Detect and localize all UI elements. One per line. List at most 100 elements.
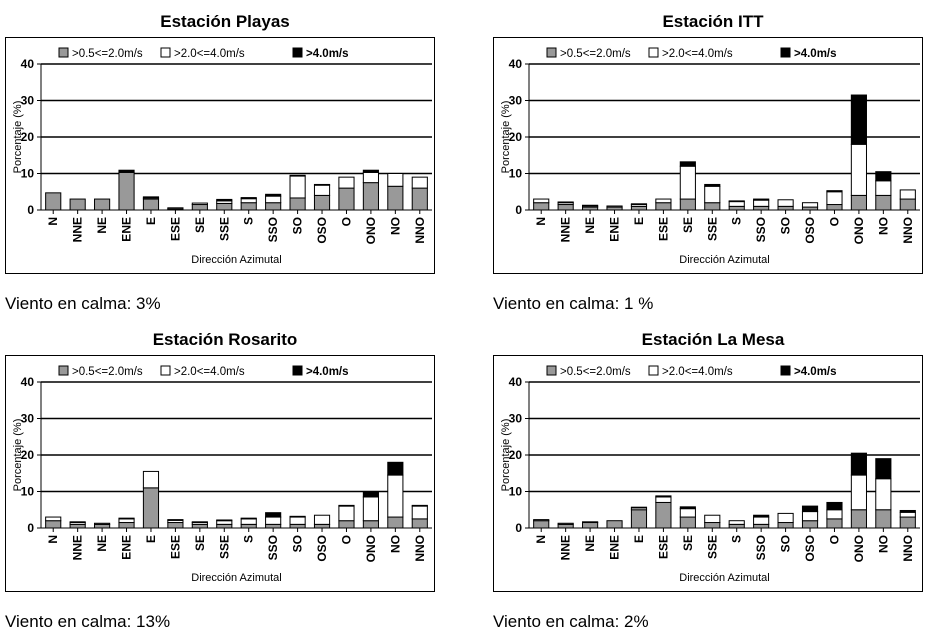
bar-segment	[45, 516, 62, 522]
bar-segment	[899, 516, 916, 529]
x-tick-label: SO	[291, 535, 305, 552]
y-axis-label: Porcentaje (%)	[500, 101, 512, 174]
x-axis-label: Dirección Azimutal	[191, 254, 281, 266]
bar-segment	[582, 522, 599, 529]
bar-segment	[850, 143, 867, 196]
bar-segment	[753, 205, 770, 211]
x-tick-label: OSO	[315, 535, 329, 562]
legend-label: >2.0<=4.0m/s	[662, 48, 733, 60]
x-axis-label: Dirección Azimutal	[679, 254, 769, 266]
calm-wind-text: Viento en calma: 2%	[493, 612, 649, 631]
legend-swatch	[780, 47, 791, 58]
bar-segment	[94, 198, 111, 211]
bar-segment	[142, 487, 160, 529]
bar-segment	[69, 198, 86, 211]
bar-segment	[728, 201, 745, 207]
bar-segment	[679, 161, 696, 167]
bar-segment	[118, 169, 135, 173]
bar-segment	[899, 509, 916, 513]
bar-segment	[630, 509, 648, 529]
bar-segment	[801, 520, 819, 529]
y-tick-label: 20	[509, 448, 523, 462]
bar-segment	[362, 182, 379, 211]
x-tick-label: ESE	[656, 217, 670, 241]
bar-segment	[582, 204, 599, 207]
x-tick-label: NNE	[71, 535, 85, 560]
x-tick-label: NNE	[71, 217, 85, 242]
bar-segment	[362, 171, 379, 184]
x-tick-label: E	[144, 535, 158, 543]
bar-segment	[289, 516, 306, 525]
x-tick-label: OSO	[803, 535, 817, 562]
bar-segment	[655, 496, 672, 503]
bar-segment	[265, 193, 282, 197]
bar-segment	[265, 523, 282, 529]
bar-segment	[118, 518, 135, 524]
bar-segment	[679, 508, 696, 518]
x-tick-label: N	[46, 535, 60, 544]
bar-segment	[875, 180, 892, 196]
x-tick-label: ESE	[168, 217, 182, 241]
bar-segment	[655, 501, 672, 529]
bar-segment	[777, 199, 794, 207]
x-tick-label: S	[242, 217, 256, 225]
bar-segment	[240, 523, 257, 529]
x-tick-label: ENE	[120, 535, 134, 560]
x-tick-label: E	[632, 535, 646, 543]
plot-area: 0 10 20 30 40 Porcentaje (%) N NNE NE ENE E ESE SE SS…	[493, 37, 923, 274]
x-tick-label: SO	[291, 217, 305, 234]
y-tick-label: 0	[515, 203, 522, 217]
bar-segment	[142, 196, 160, 199]
bar-segment	[875, 458, 892, 480]
y-tick-label: 20	[509, 130, 523, 144]
bar-segment	[875, 478, 892, 511]
bar-segment	[387, 185, 404, 211]
y-tick-label: 30	[509, 94, 523, 108]
x-tick-label: ENE	[608, 535, 622, 560]
x-tick-label: SE	[681, 217, 695, 233]
bar-segment	[557, 204, 574, 211]
bar-segment	[191, 521, 208, 524]
legend-swatch	[648, 47, 659, 58]
x-tick-label: O	[339, 217, 353, 226]
bar-segment	[338, 520, 355, 529]
bar-segment	[777, 205, 794, 211]
x-tick-label: SSE	[217, 217, 231, 241]
bar-segment	[216, 519, 233, 522]
y-tick-label: 0	[515, 521, 522, 535]
x-tick-label: SSE	[705, 217, 719, 241]
bar-segment	[313, 194, 331, 211]
bar-segment	[533, 520, 550, 529]
x-tick-label: S	[730, 217, 744, 225]
bar-segment	[753, 523, 770, 529]
bar-segment	[240, 518, 257, 525]
bar-segment	[191, 523, 208, 529]
bar-segment	[850, 194, 867, 211]
bar-segment	[826, 191, 843, 206]
bar-segment	[216, 202, 233, 211]
y-tick-label: 40	[21, 375, 35, 389]
legend-label: >4.0m/s	[306, 366, 349, 378]
x-tick-label: SSO	[266, 535, 280, 560]
bar-segment	[191, 204, 208, 211]
chart-title: Estación Playas	[160, 12, 290, 31]
y-axis-label: Porcentaje (%)	[12, 419, 24, 492]
x-tick-label: NO	[876, 217, 890, 235]
chart-title: Estación ITT	[662, 12, 764, 31]
legend-label: >4.0m/s	[306, 48, 349, 60]
bar-segment	[728, 523, 745, 529]
x-tick-label: NE	[583, 217, 597, 234]
bar-segment	[387, 173, 404, 187]
x-tick-label: NO	[876, 535, 890, 553]
bar-segment	[655, 198, 672, 204]
plot-area: 0 10 20 30 40 Porcentaje (%) N NNE NE ENE E ESE SE SS…	[5, 37, 435, 274]
bar-segment	[728, 520, 745, 525]
bar-segment	[411, 505, 428, 520]
bar-segment	[826, 518, 843, 529]
y-tick-label: 0	[27, 203, 34, 217]
x-tick-label: NE	[95, 535, 109, 552]
bar-segment	[411, 187, 428, 211]
legend-label: >0.5<=2.0m/s	[72, 48, 143, 60]
bar-segment	[606, 205, 623, 208]
calm-wind-text: Viento en calma: 13%	[5, 612, 171, 631]
